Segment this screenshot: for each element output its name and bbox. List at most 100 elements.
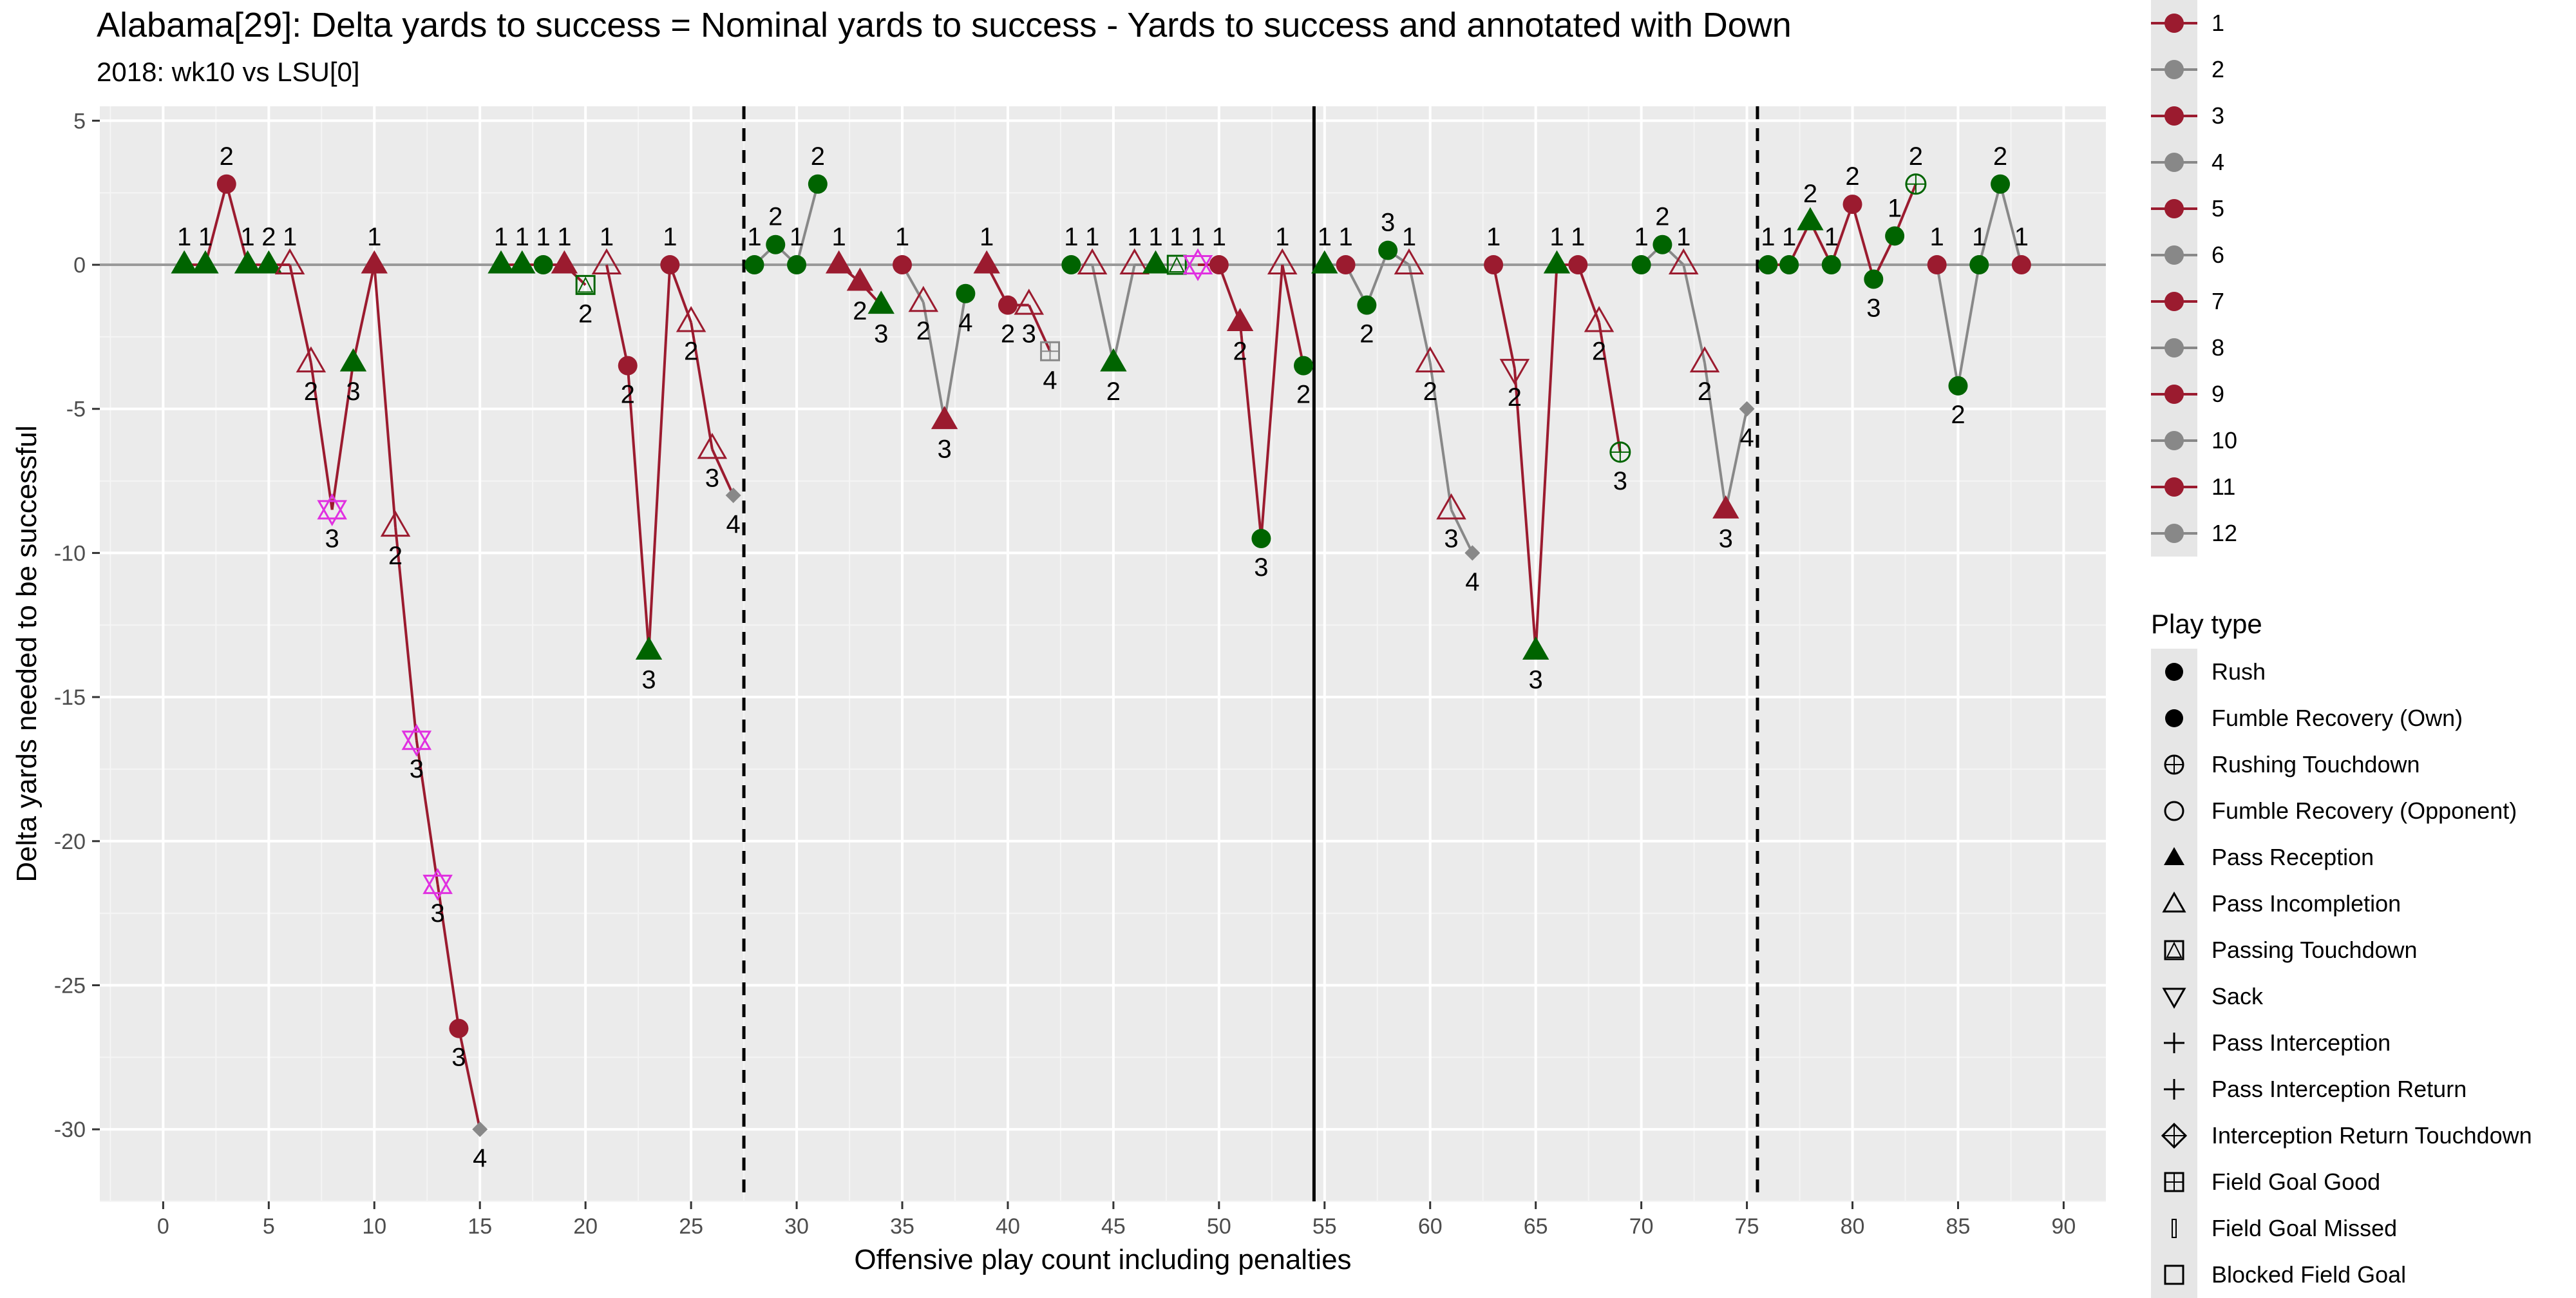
legend-key: [2151, 510, 2197, 557]
x-tick-label: 25: [679, 1214, 703, 1239]
data-point: [591, 248, 622, 275]
plus-icon: [2151, 1020, 2197, 1066]
series-segment: [1260, 264, 1284, 539]
series-segment: [457, 1028, 482, 1130]
point-marker-reception: [1142, 250, 1170, 274]
x-tick-label: 70: [1629, 1214, 1654, 1239]
data-point: [973, 250, 1000, 274]
data-point: [255, 250, 283, 274]
point-marker-rush: [1842, 195, 1862, 215]
down-label: 2: [853, 297, 867, 325]
x-tick-label: 60: [1418, 1214, 1443, 1239]
point-marker-rush: [1251, 529, 1271, 549]
down-label: 1: [1128, 223, 1142, 251]
down-label: 2: [1803, 180, 1817, 208]
down-label: 3: [451, 1044, 466, 1072]
point-marker-reception: [234, 250, 261, 274]
point-marker-sack: [317, 500, 347, 526]
point-marker-reception: [1100, 348, 1127, 372]
legend-key: [2151, 93, 2197, 139]
x-tick-label: 15: [468, 1214, 492, 1239]
legend-item-play-type: Pass Interception: [2151, 1020, 2532, 1066]
point-marker-rush: [449, 1018, 469, 1038]
triangle-down-open-icon: [2151, 973, 2197, 1020]
data-point: [1251, 529, 1271, 549]
point-marker-rush: [1357, 295, 1377, 315]
data-point: [1166, 254, 1187, 275]
series-segment: [1534, 264, 1558, 651]
down-label: 1: [663, 223, 677, 251]
down-label: 3: [1022, 320, 1036, 348]
data-point: [1357, 295, 1377, 315]
legend-label: Interception Return Touchdown: [2211, 1122, 2532, 1149]
legend-label: Passing Touchdown: [2211, 937, 2418, 963]
data-point: [660, 255, 680, 275]
x-tick-label: 50: [1207, 1214, 1231, 1239]
data-point: [171, 250, 198, 274]
data-point: [908, 285, 939, 312]
down-label: 3: [705, 464, 719, 492]
series-segment: [1091, 264, 1115, 363]
data-point: [1885, 226, 1905, 246]
down-label: 3: [410, 755, 424, 783]
y-tick-label: -10: [54, 541, 86, 566]
legend-label: Pass Interception Return: [2211, 1076, 2467, 1102]
down-label: 1: [1972, 223, 1986, 251]
point-marker-reception: [488, 250, 515, 274]
point-marker-sack-overlay: [401, 723, 432, 750]
down-label: 2: [1233, 338, 1247, 366]
series-segment: [436, 884, 460, 1029]
data-point: [1522, 636, 1549, 660]
legend-title: Play type: [2151, 609, 2262, 639]
series-segment: [1935, 264, 1960, 387]
legend-item-drive: 10: [2151, 417, 2237, 464]
series-segment: [330, 362, 355, 510]
point-marker-incompletion: [1077, 248, 1108, 275]
data-point: [1609, 441, 1631, 463]
data-point: [234, 250, 261, 274]
chart-subtitle: 2018: wk10 vs LSU[0]: [97, 57, 360, 87]
point-marker-rush: [660, 255, 680, 275]
data-point: [1543, 250, 1571, 274]
point-marker-reception: [1226, 308, 1254, 332]
legend-item-drive: 5: [2151, 186, 2237, 232]
down-label: 1: [240, 223, 254, 251]
diamond-plus-icon: [2151, 1112, 2197, 1159]
series-segment: [1999, 184, 2023, 265]
down-label: 1: [283, 223, 297, 251]
point-marker-incompletion: [1689, 346, 1720, 373]
series-segment: [922, 301, 946, 421]
series-segment: [1830, 204, 1854, 265]
series-segment: [690, 322, 714, 450]
down-label: 1: [515, 223, 529, 251]
data-point: [509, 250, 536, 274]
point-marker-rush: [1758, 255, 1778, 275]
thin-rect-icon: [2151, 1205, 2197, 1252]
legend-label: Blocked Field Goal: [2211, 1261, 2407, 1288]
series-segment: [415, 740, 439, 885]
series-segment: [605, 264, 629, 367]
data-point: [676, 306, 706, 332]
down-label: 1: [1676, 223, 1690, 251]
data-point: [317, 493, 347, 526]
point-marker-rush: [618, 356, 638, 376]
down-label: 4: [1739, 424, 1754, 452]
x-tick-label: 35: [890, 1214, 914, 1239]
legend-key: [2151, 325, 2197, 371]
legend-label: 5: [2211, 195, 2225, 222]
down-label: 1: [1888, 194, 1902, 222]
down-label: 3: [1444, 524, 1458, 553]
legend-label: 4: [2211, 149, 2225, 175]
point-marker-incompletion: [1436, 493, 1466, 520]
point-marker-reception: [635, 636, 663, 660]
down-label: 3: [1866, 294, 1880, 322]
down-label: 1: [980, 223, 994, 251]
series-segment: [647, 264, 672, 651]
x-tick-label: 20: [573, 1214, 598, 1239]
data-point: [931, 406, 958, 430]
legend-label: 8: [2211, 334, 2225, 361]
down-label: 1: [198, 223, 213, 251]
series-segment: [1238, 322, 1263, 539]
data-point: [1631, 255, 1651, 275]
point-marker-reception: [1797, 207, 1824, 231]
